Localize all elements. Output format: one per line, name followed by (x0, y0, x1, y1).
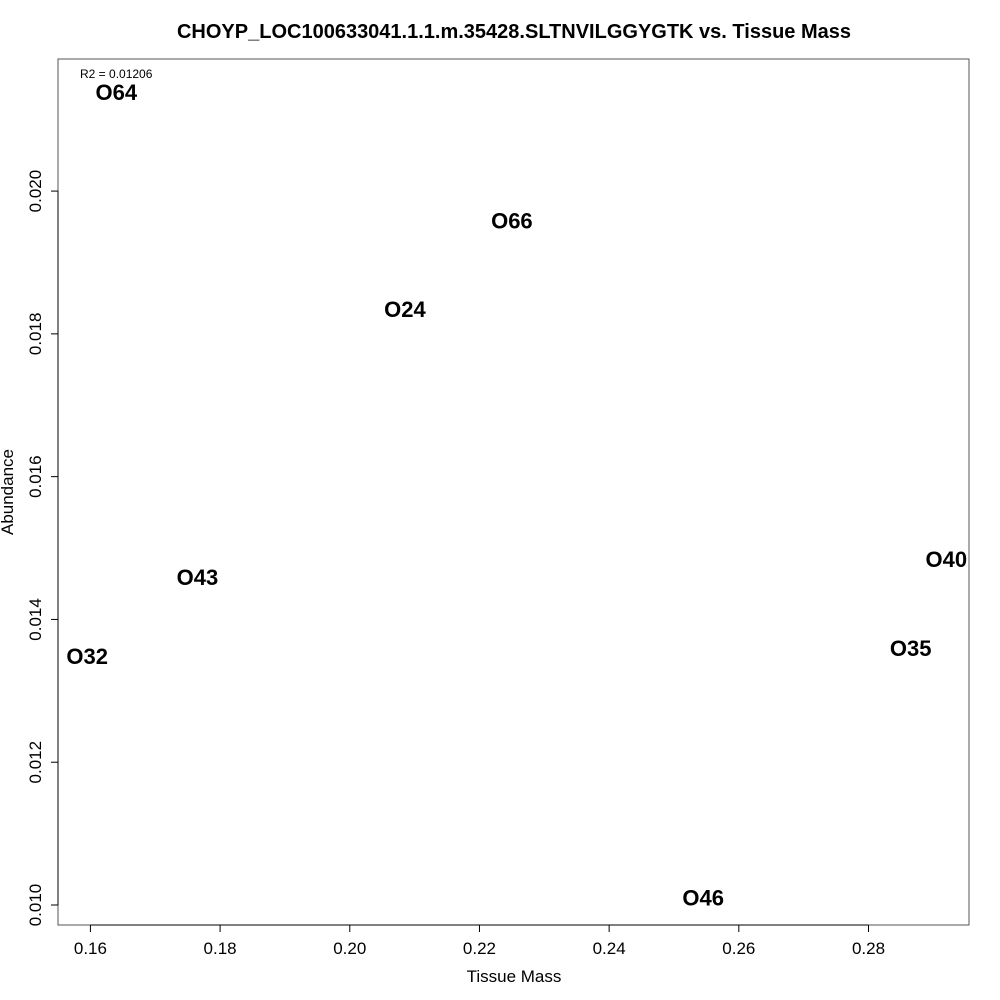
point-label-o24: O24 (384, 297, 426, 322)
point-label-o32: O32 (66, 644, 108, 669)
x-tick-label: 0.16 (74, 939, 107, 958)
y-tick-label: 0.020 (26, 170, 45, 213)
y-tick-label: 0.018 (26, 313, 45, 356)
x-tick-label: 0.24 (593, 939, 626, 958)
x-tick-label: 0.20 (333, 939, 366, 958)
x-tick-label: 0.26 (722, 939, 755, 958)
chart-title: CHOYP_LOC100633041.1.1.m.35428.SLTNVILGG… (177, 21, 851, 43)
y-tick-label: 0.010 (26, 884, 45, 927)
point-label-o64: O64 (96, 80, 138, 105)
point-label-o40: O40 (926, 547, 968, 572)
x-axis-label: Tissue Mass (467, 967, 562, 986)
y-axis: 0.010 0.012 0.014 0.016 0.018 0.020 (26, 170, 59, 927)
y-axis-label: Abundance (0, 449, 17, 535)
x-tick-label: 0.22 (463, 939, 496, 958)
y-tick-label: 0.014 (26, 598, 45, 641)
y-tick-label: 0.012 (26, 741, 45, 784)
y-tick-label: 0.016 (26, 455, 45, 498)
point-label-o35: O35 (890, 636, 932, 661)
data-points: O64 O66 O24 O43 O32 O40 O35 O46 (66, 80, 967, 910)
point-label-o46: O46 (682, 885, 724, 910)
x-tick-label: 0.28 (852, 939, 885, 958)
x-axis: 0.16 0.18 0.20 0.22 0.24 0.26 0.28 (74, 924, 885, 958)
point-label-o43: O43 (177, 565, 219, 590)
point-label-o66: O66 (491, 209, 533, 234)
plot-frame (57, 58, 970, 926)
x-tick-label: 0.18 (204, 939, 237, 958)
r2-annotation: R2 = 0.01206 (80, 67, 153, 81)
